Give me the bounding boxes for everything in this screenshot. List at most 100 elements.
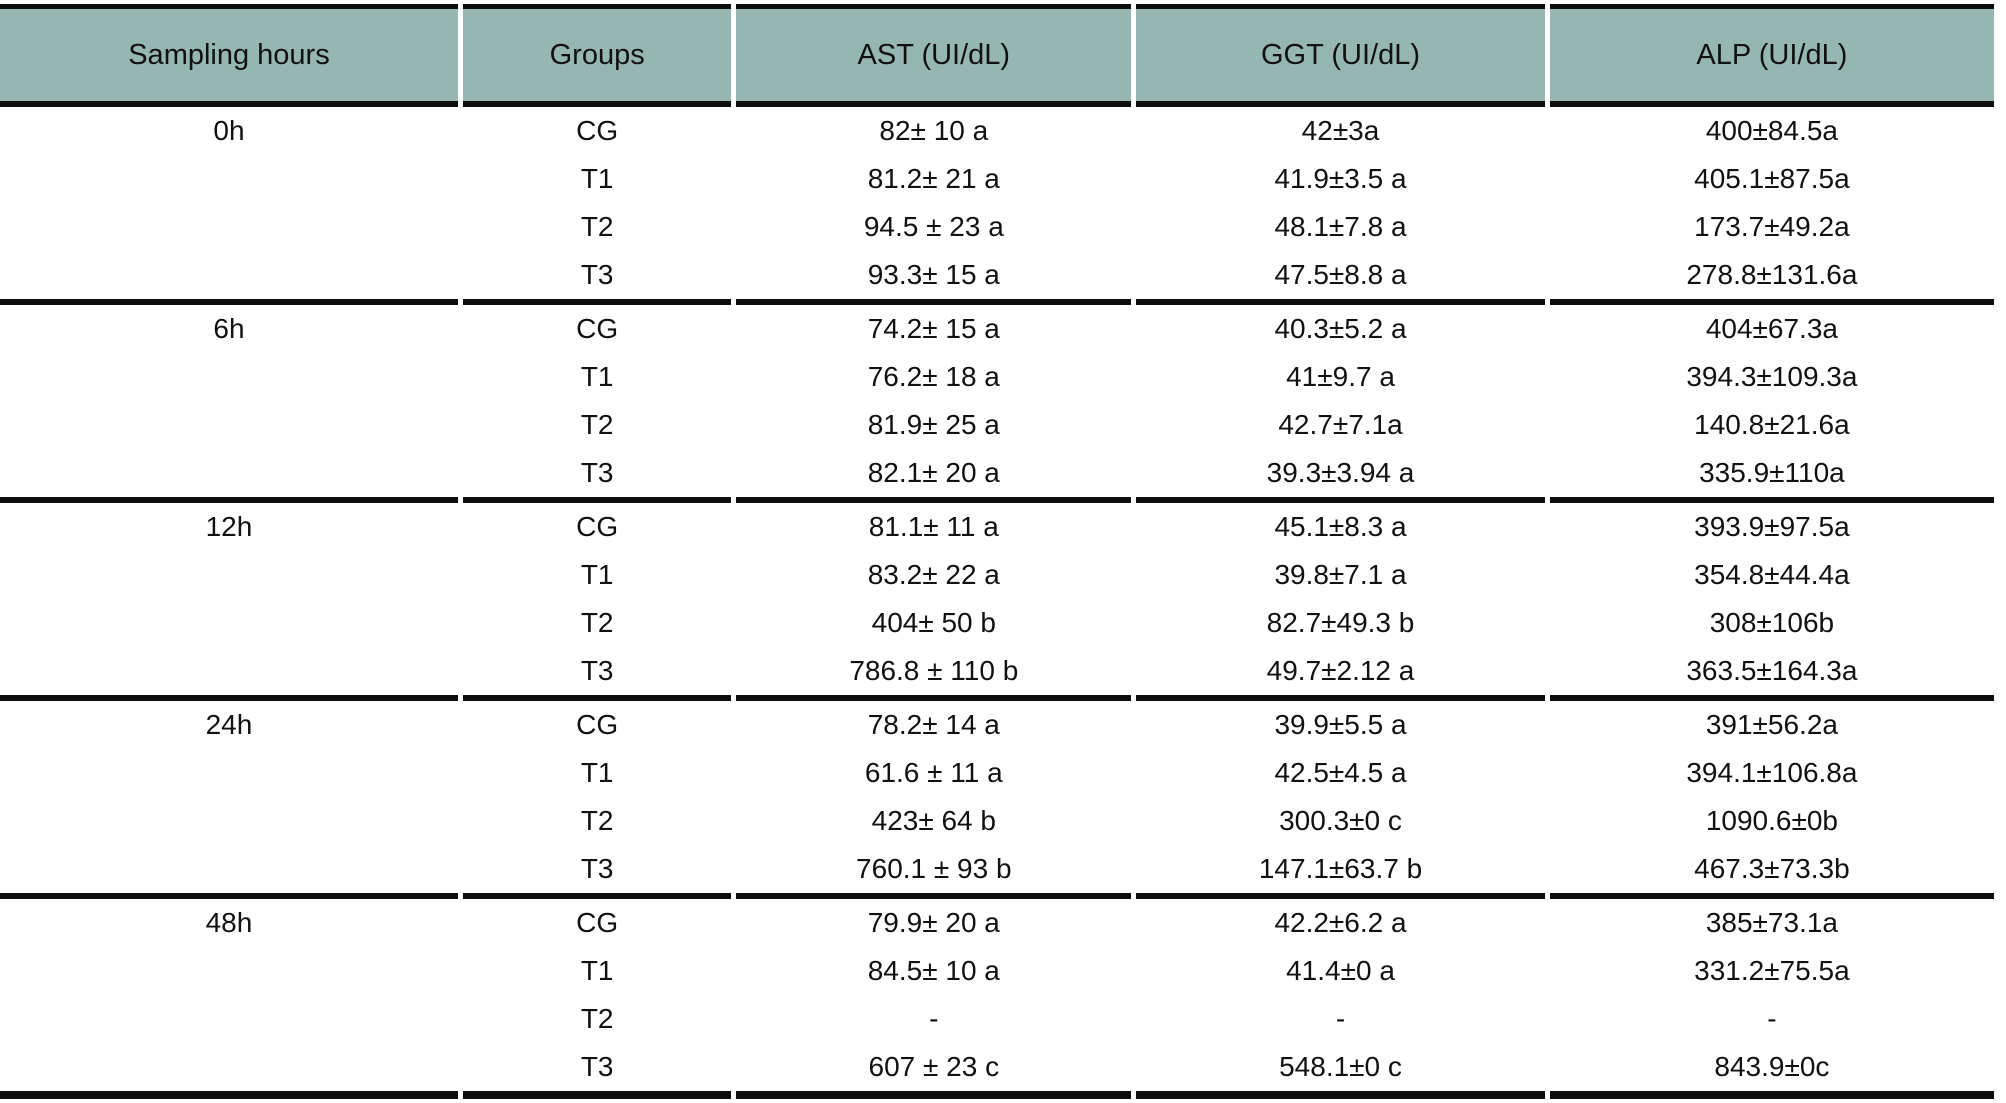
sampling-hours-cell [0, 647, 458, 701]
table-row: T3 82.1± 20 a 39.3±3.94 a 335.9±110a [0, 449, 1994, 503]
sampling-hours-cell [0, 749, 458, 797]
group-cell: CG [576, 907, 619, 938]
alp-cell: 843.9±0c [1549, 1043, 1994, 1099]
group-cell: T1 [580, 559, 614, 590]
header-ast: AST (UI/dL) [736, 4, 1132, 107]
ast-cell: 93.3± 15 a [736, 251, 1132, 305]
header-ggt: GGT (UI/dL) [1136, 4, 1545, 107]
sampling-hours-cell [0, 947, 458, 995]
group-cell: T2 [580, 409, 614, 440]
sampling-hours-cell [0, 203, 458, 251]
ggt-cell: 82.7±49.3 b [1266, 607, 1415, 638]
alp-cell: 363.5±164.3a [1549, 647, 1994, 701]
ggt-cell: 300.3±0 c [1279, 805, 1402, 836]
sampling-hours-cell [0, 599, 458, 647]
sampling-hours-cell [0, 797, 458, 845]
ast-cell: 82.1± 20 a [736, 449, 1132, 503]
header-row: Sampling hours Groups AST (UI/dL) GGT (U… [0, 4, 1994, 107]
header-groups: Groups [462, 4, 732, 107]
group-cell: T1 [580, 955, 614, 986]
table-row: T3 786.8 ± 110 b 49.7±2.12 a 363.5±164.3… [0, 647, 1994, 701]
sampling-hours-cell [0, 845, 458, 899]
group-cell: T3 [462, 1043, 732, 1099]
alp-cell: 400±84.5a [1705, 115, 1838, 146]
ggt-cell: 41.9±3.5 a [1274, 163, 1407, 194]
ggt-cell: 147.1±63.7 b [1136, 845, 1545, 899]
group-cell: T3 [462, 845, 732, 899]
alp-cell: 394.1±106.8a [1686, 757, 1858, 788]
group-cell: T2 [580, 805, 614, 836]
group-cell: CG [576, 709, 619, 740]
ggt-cell: 42.7±7.1a [1278, 409, 1403, 440]
sampling-hours-cell [0, 401, 458, 449]
ggt-cell: 48.1±7.8 a [1274, 211, 1407, 242]
ggt-cell: 42.5±4.5 a [1274, 757, 1407, 788]
sampling-hours-cell [0, 353, 458, 401]
sampling-hours-cell [0, 551, 458, 599]
sampling-hours-cell: 0h [213, 115, 245, 146]
group-cell: CG [576, 115, 619, 146]
sampling-hours-cell [0, 1043, 458, 1099]
table-row: T2 404± 50 b 82.7±49.3 b 308±106b [0, 599, 1994, 647]
sampling-hours-cell [0, 995, 458, 1043]
table-row: T3 93.3± 15 a 47.5±8.8 a 278.8±131.6a [0, 251, 1994, 305]
table-row: T2 81.9± 25 a 42.7±7.1a 140.8±21.6a [0, 401, 1994, 449]
table-row: 48h CG 79.9± 20 a 42.2±6.2 a 385±73.1a [0, 899, 1994, 947]
ggt-cell: - [1335, 1003, 1346, 1034]
group-cell: CG [576, 313, 619, 344]
ast-cell: 786.8 ± 110 b [736, 647, 1132, 701]
ggt-cell: 39.3±3.94 a [1136, 449, 1545, 503]
ggt-cell: 41.4±0 a [1286, 955, 1395, 986]
alp-cell: 394.3±109.3a [1686, 361, 1858, 392]
alp-cell: 1090.6±0b [1705, 805, 1838, 836]
ast-cell: 76.2± 18 a [867, 361, 1000, 392]
alp-cell: 354.8±44.4a [1694, 559, 1850, 590]
alp-cell: 385±73.1a [1705, 907, 1838, 938]
header-alp: ALP (UI/dL) [1549, 4, 1994, 107]
ggt-cell: 41±9.7 a [1286, 361, 1395, 392]
table-row: 0h CG 82± 10 a 42±3a 400±84.5a [0, 107, 1994, 155]
group-cell: T3 [462, 251, 732, 305]
sampling-hours-cell: 48h [205, 907, 253, 938]
ggt-cell: 42.2±6.2 a [1274, 907, 1407, 938]
table-row: 24h CG 78.2± 14 a 39.9±5.5 a 391±56.2a [0, 701, 1994, 749]
table-row: 6h CG 74.2± 15 a 40.3±5.2 a 404±67.3a [0, 305, 1994, 353]
ast-cell: 81.1± 11 a [868, 511, 999, 542]
ggt-cell: 42±3a [1301, 115, 1380, 146]
table-row: T1 84.5± 10 a 41.4±0 a 331.2±75.5a [0, 947, 1994, 995]
ast-cell: 423± 64 b [871, 805, 996, 836]
group-cell: T1 [580, 757, 614, 788]
group-cell: T2 [580, 607, 614, 638]
group-cell: CG [576, 511, 619, 542]
group-cell: T1 [580, 163, 614, 194]
table-row: T1 83.2± 22 a 39.8±7.1 a 354.8±44.4a [0, 551, 1994, 599]
alp-cell: 140.8±21.6a [1694, 409, 1850, 440]
ast-cell: - [929, 1003, 939, 1034]
ast-cell: 83.2± 22 a [867, 559, 1000, 590]
table-row: T2 423± 64 b 300.3±0 c 1090.6±0b [0, 797, 1994, 845]
alp-cell: 308±106b [1709, 607, 1835, 638]
ast-cell: 61.6 ± 11 a [864, 757, 1003, 788]
ggt-cell: 49.7±2.12 a [1136, 647, 1545, 701]
ggt-cell: 45.1±8.3 a [1274, 511, 1407, 542]
table-row: T3 607 ± 23 c 548.1±0 c 843.9±0c [0, 1043, 1994, 1099]
table-row: T2 94.5 ± 23 a 48.1±7.8 a 173.7±49.2a [0, 203, 1994, 251]
table-row: T1 81.2± 21 a 41.9±3.5 a 405.1±87.5a [0, 155, 1994, 203]
table-row: T1 76.2± 18 a 41±9.7 a 394.3±109.3a [0, 353, 1994, 401]
alp-cell: 173.7±49.2a [1694, 211, 1850, 242]
ggt-cell: 39.8±7.1 a [1274, 559, 1407, 590]
ast-cell: 607 ± 23 c [736, 1043, 1132, 1099]
ast-cell: 760.1 ± 93 b [736, 845, 1132, 899]
ast-cell: 74.2± 15 a [867, 313, 1000, 344]
table-row: T1 61.6 ± 11 a 42.5±4.5 a 394.1±106.8a [0, 749, 1994, 797]
group-cell: T1 [580, 361, 614, 392]
ast-cell: 82± 10 a [879, 115, 989, 146]
header-sampling-hours: Sampling hours [0, 4, 458, 107]
ggt-cell: 39.9±5.5 a [1274, 709, 1407, 740]
sampling-hours-cell: 6h [213, 313, 245, 344]
ggt-cell: 47.5±8.8 a [1136, 251, 1545, 305]
ggt-cell: 548.1±0 c [1136, 1043, 1545, 1099]
table-row: T2 - - - [0, 995, 1994, 1043]
alp-cell: 404±67.3a [1705, 313, 1838, 344]
